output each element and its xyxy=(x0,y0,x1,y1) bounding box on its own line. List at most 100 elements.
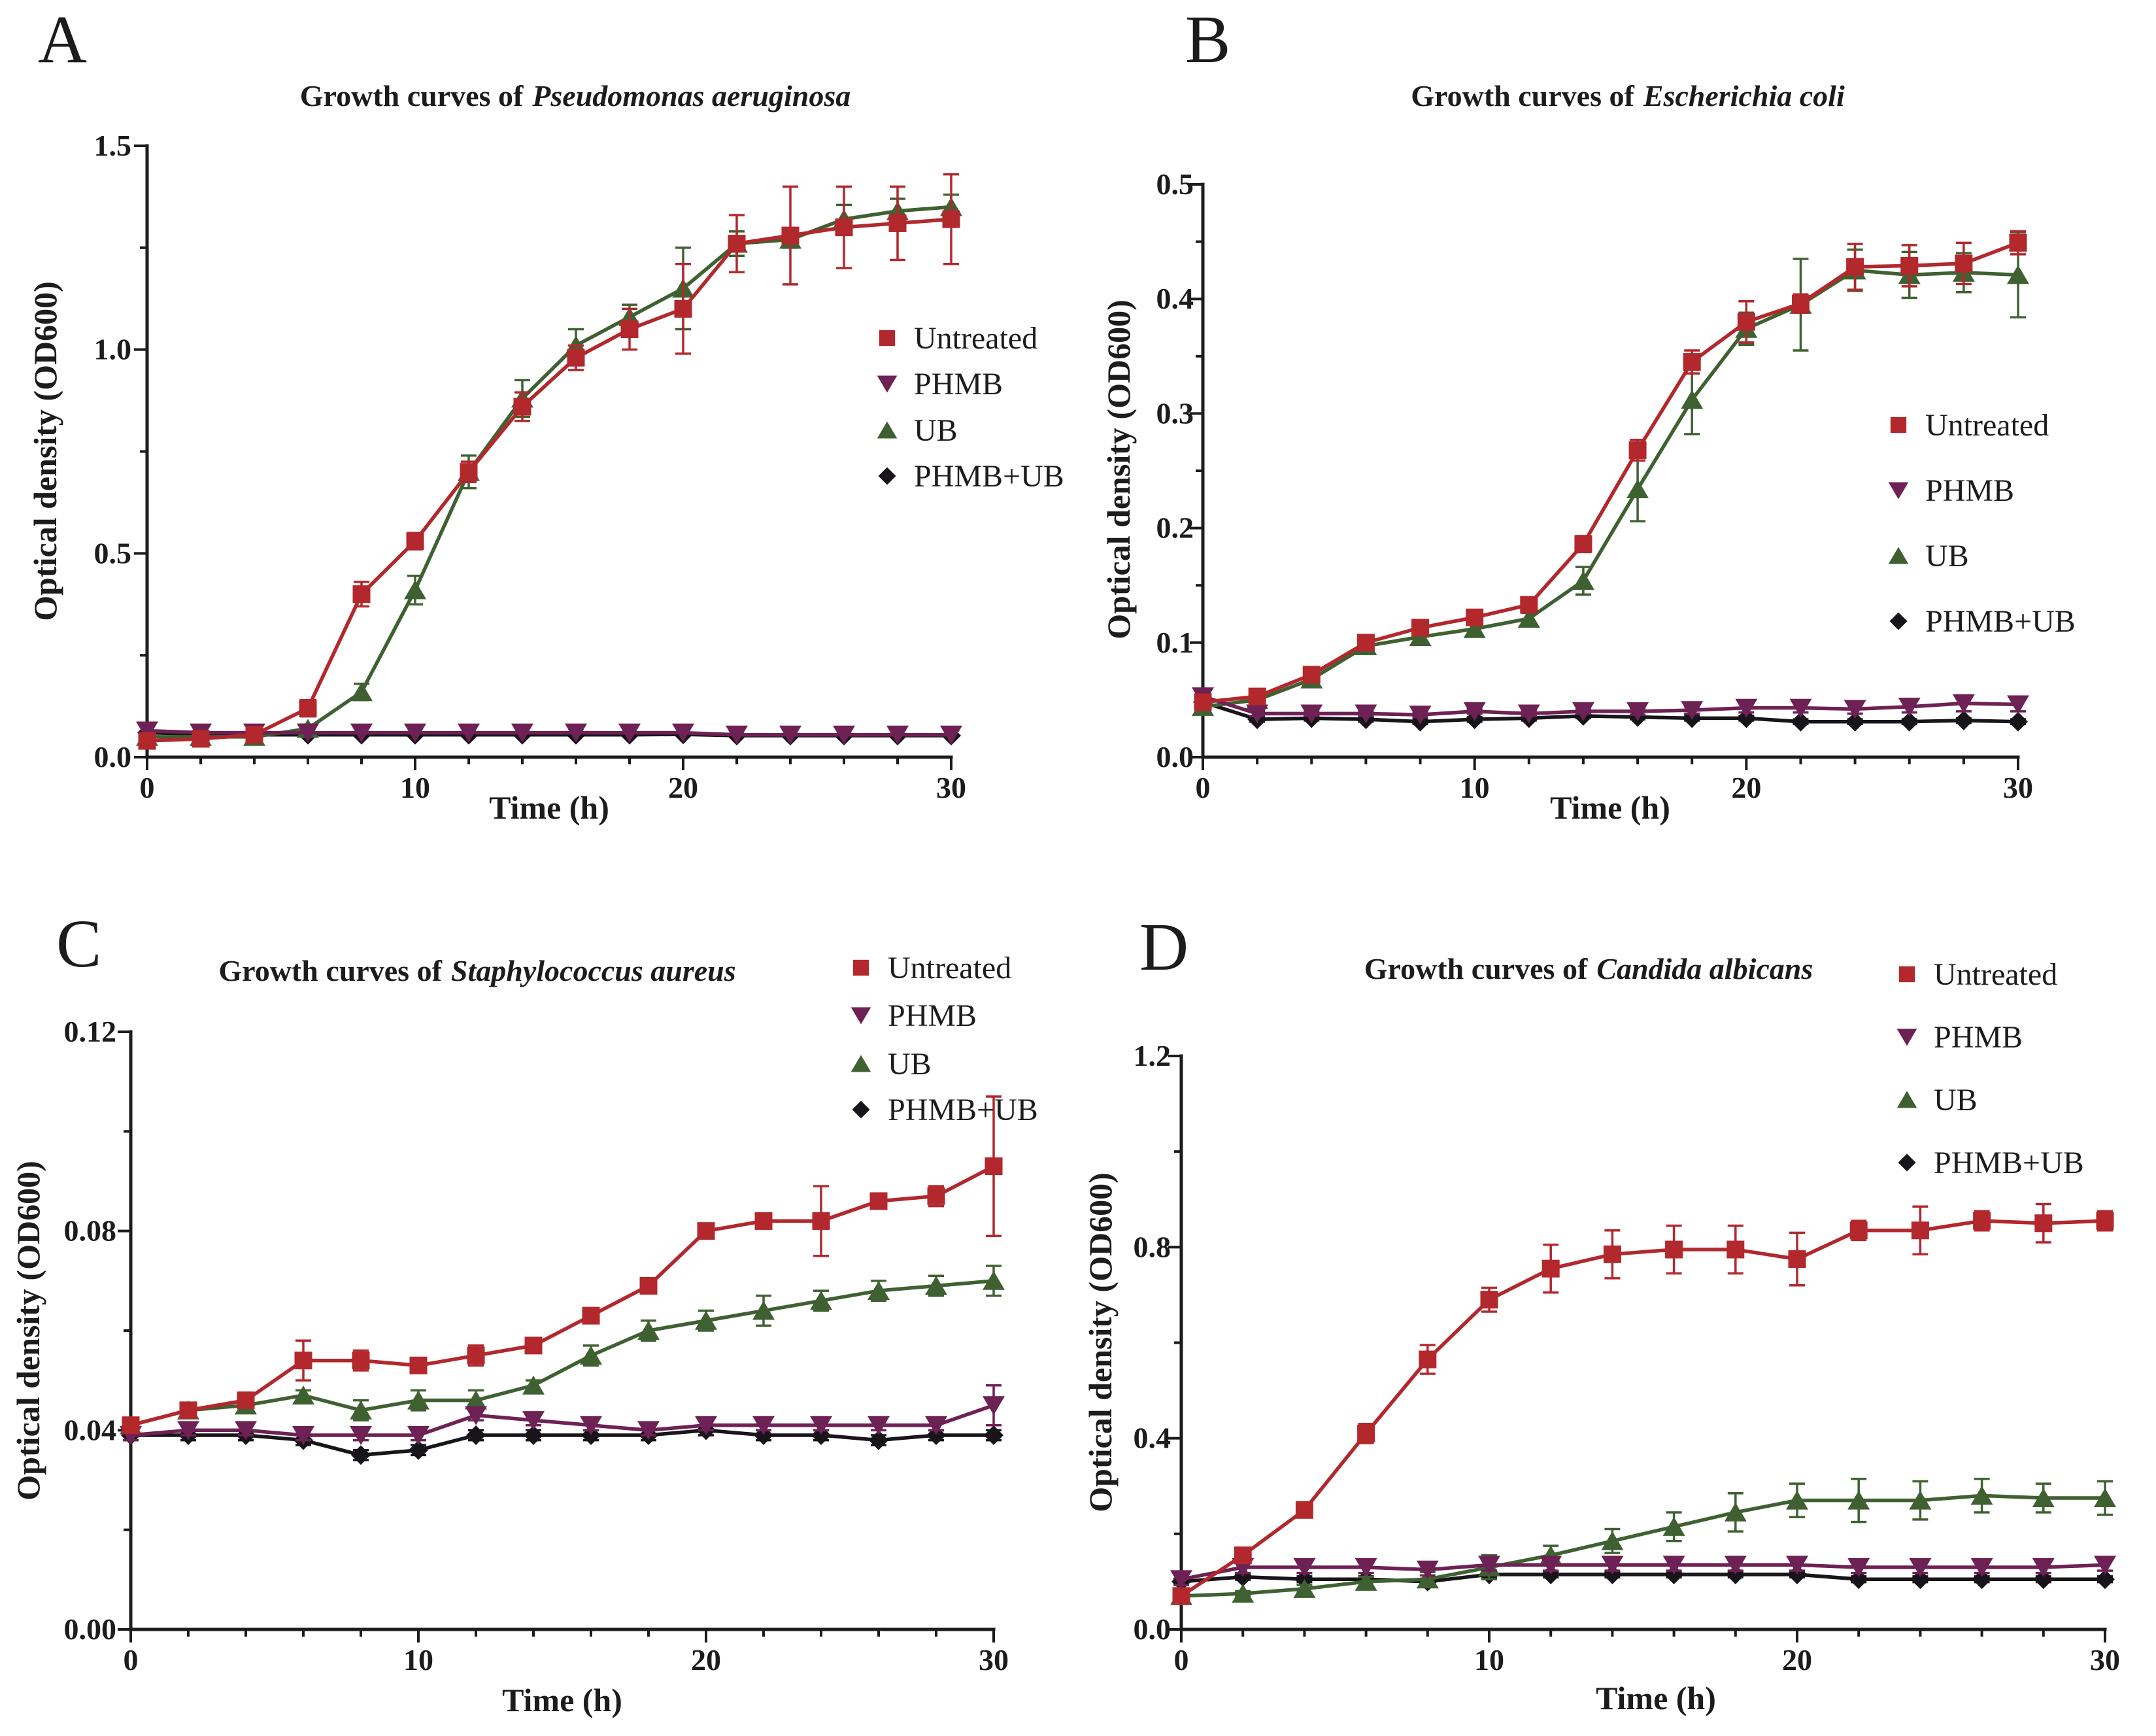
data-point-marker-square xyxy=(122,1416,140,1435)
data-point-marker-square xyxy=(1683,353,1701,371)
data-point-marker-triangle-up xyxy=(1293,1578,1316,1598)
legend-item-ub: UB xyxy=(1888,539,1969,573)
series-line xyxy=(130,1165,995,1427)
series-line xyxy=(1202,241,2019,704)
data-point-marker-triangle-down xyxy=(1909,1558,1932,1577)
data-point-marker-triangle-up xyxy=(404,580,426,600)
data-point-marker-square xyxy=(409,1356,428,1374)
data-point-marker-square xyxy=(1520,596,1538,614)
data-point-marker-triangle-down xyxy=(2094,1556,2116,1575)
data-point-marker-square xyxy=(927,1187,945,1205)
legend-item-phmb-ub: PHMB+UB xyxy=(878,459,1064,494)
data-point-marker-square xyxy=(674,299,692,318)
legend-b: Untreated PHMB UB PHMB+UB xyxy=(1888,408,2076,639)
legend-d: Untreated PHMB UB PHMB+UB xyxy=(1896,957,2084,1180)
data-point-marker-diamond xyxy=(869,1430,888,1450)
x-axis-label-d: Time (h) xyxy=(1596,1680,1716,1716)
data-point-marker-triangle-down xyxy=(1355,704,1377,724)
data-point-marker-triangle-down xyxy=(1724,1556,1747,1575)
data-point-marker-square xyxy=(513,398,531,416)
legend-item-label: PHMB+UB xyxy=(1925,604,2076,639)
y-tick-label: 0.00 xyxy=(64,1612,117,1646)
legend-item-label: UB xyxy=(888,1047,932,1081)
series-line xyxy=(147,205,952,739)
x-tick-label: 30 xyxy=(979,1643,1009,1676)
data-point-marker-square xyxy=(1419,1350,1437,1369)
data-point-marker-triangle-up xyxy=(1355,1571,1377,1591)
data-point-marker-diamond xyxy=(1972,1569,1992,1590)
y-tick-label: 1.0 xyxy=(94,333,132,366)
data-point-marker-triangle-down xyxy=(2032,1558,2055,1577)
data-point-marker-triangle-down xyxy=(1572,702,1594,721)
data-point-marker-triangle-down xyxy=(1293,1558,1316,1577)
data-point-marker-square xyxy=(888,214,907,232)
data-point-marker-square xyxy=(1911,1221,1929,1240)
data-point-marker-square xyxy=(294,1352,312,1370)
data-point-marker-square xyxy=(138,732,156,750)
y-tick-label: 1.5 xyxy=(94,129,132,162)
data-point-marker-diamond xyxy=(852,1100,870,1119)
legend-item-phmb-ub: PHMB+UB xyxy=(1889,604,2076,639)
data-point-marker-square xyxy=(1900,256,1919,275)
data-point-marker-triangle-up xyxy=(1232,1584,1255,1603)
data-point-marker-triangle-down xyxy=(1626,702,1649,721)
data-point-marker-triangle-down xyxy=(1540,1556,1562,1575)
data-point-marker-triangle-down xyxy=(1355,1558,1377,1577)
legend-item-label: PHMB+UB xyxy=(1934,1146,2084,1180)
data-point-marker-square xyxy=(1356,634,1375,652)
data-point-marker-diamond xyxy=(1898,1153,1916,1172)
x-tick-label: 10 xyxy=(403,1643,433,1676)
y-tick-label: 0.5 xyxy=(94,536,132,570)
data-point-marker-triangle-down xyxy=(292,1426,314,1445)
y-tick-label: 0.4 xyxy=(1134,1421,1171,1455)
x-tick-label: 20 xyxy=(1782,1643,1812,1676)
panel-title-c: Growth curves of Staphylococcus aureus xyxy=(218,954,735,987)
series-line xyxy=(1202,694,2019,717)
series-phmb xyxy=(1192,687,2029,725)
series-line xyxy=(1180,1219,2106,1598)
data-point-marker-square xyxy=(2096,1212,2114,1230)
data-point-marker-triangle-down xyxy=(1463,702,1486,721)
legend-a: Untreated PHMB UB PHMB+UB xyxy=(877,321,1064,494)
panel-d: D Growth curves of Candida albicans Optic… xyxy=(1082,910,2120,1716)
data-point-marker-triangle-down xyxy=(925,1416,947,1435)
y-tick-label: 0.0 xyxy=(1134,1612,1171,1646)
series-line xyxy=(1181,1493,2105,1598)
panel-title-a: Growth curves of Pseudomonas aeruginosa xyxy=(300,79,851,112)
legend-c: Untreated PHMB UB PHMB+UB xyxy=(851,951,1038,1127)
data-point-marker-triangle-up xyxy=(2094,1488,2116,1507)
y-axis-label-c: Optical density (OD600) xyxy=(10,1161,46,1500)
data-point-marker-triangle-down xyxy=(1246,704,1269,724)
data-point-marker-triangle-down xyxy=(1896,1029,1917,1046)
legend-item-label: Untreated xyxy=(1934,957,2057,992)
data-point-marker-triangle-down xyxy=(833,725,855,745)
legend-item-label: PHMB+UB xyxy=(888,1093,1038,1127)
x-tick-label: 0 xyxy=(124,1643,139,1676)
data-point-marker-triangle-down xyxy=(779,725,801,745)
series-untreated xyxy=(1194,230,2027,711)
data-point-marker-diamond xyxy=(1899,711,1919,732)
data-point-marker-triangle-down xyxy=(1888,482,1909,500)
data-point-marker-square xyxy=(1541,1259,1560,1278)
data-point-marker-triangle-down xyxy=(404,723,426,743)
data-point-marker-triangle-up xyxy=(1517,609,1540,628)
data-point-marker-triangle-down xyxy=(1170,1570,1192,1590)
x-axis-label-a: Time (h) xyxy=(489,789,609,826)
data-point-marker-triangle-up xyxy=(1681,390,1704,409)
data-point-marker-triangle-up xyxy=(1896,1091,1917,1108)
data-point-marker-triangle-up xyxy=(407,1390,430,1410)
data-point-marker-square xyxy=(879,330,896,347)
data-point-marker-triangle-down xyxy=(565,723,587,743)
data-point-marker-triangle-up xyxy=(1601,1531,1624,1550)
data-point-marker-triangle-up xyxy=(1724,1502,1747,1522)
plot-area-c: 0 10 20 30 0.00 0.04 0.08 0.12 xyxy=(64,1015,1009,1676)
legend-item-label: UB xyxy=(1934,1083,1978,1117)
data-point-marker-square xyxy=(942,210,960,228)
data-point-marker-square xyxy=(754,1212,773,1230)
series-line xyxy=(146,217,952,743)
data-point-marker-triangle-down xyxy=(1735,698,1758,718)
series-ub xyxy=(1192,231,2029,716)
x-tick-label: 30 xyxy=(936,771,966,804)
